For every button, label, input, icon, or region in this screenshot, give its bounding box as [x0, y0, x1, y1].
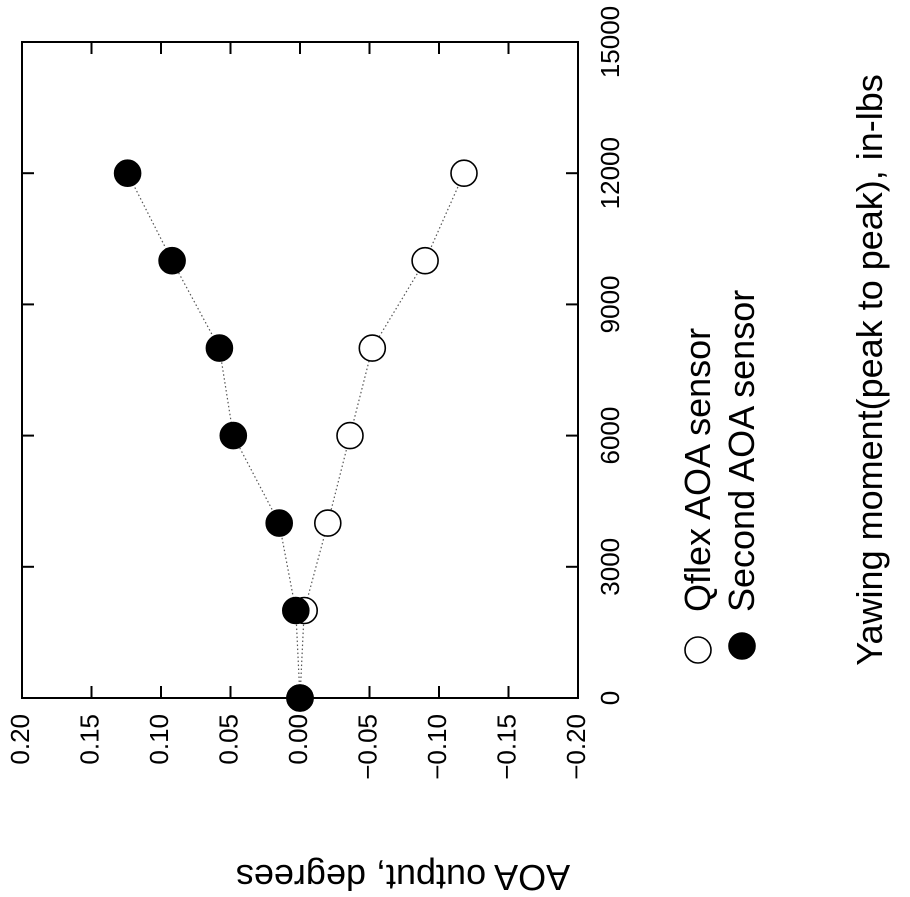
y-tick-label: 0.00 [283, 714, 313, 765]
data-point-second-sensor [158, 246, 186, 275]
data-point-qflex-sensor [336, 421, 364, 450]
y-tick-label: −0.15 [491, 714, 521, 780]
data-point-qflex-sensor [358, 334, 387, 362]
x-axis-title: Yawing moment(peak to peak), in-lbs [849, 74, 890, 666]
data-point-second-sensor [265, 509, 294, 537]
x-tick-label: 6000 [595, 407, 625, 465]
legend-label-qflex: Qflex AOA sensor [677, 328, 718, 612]
x-tick-label: 12000 [595, 137, 625, 209]
y-tick-label: −0.10 [422, 714, 452, 780]
legend: Qflex AOA sensor Second AOA sensor [677, 290, 762, 664]
data-point-second-sensor [286, 684, 314, 712]
x-tick-label: 9000 [595, 275, 625, 333]
x-tick-label: 15000 [595, 6, 625, 78]
series-line-2 [127, 172, 301, 699]
data-point-second-sensor [113, 159, 142, 187]
y-tick-label: −0.20 [561, 714, 591, 780]
data-point-qflex-sensor [313, 509, 342, 537]
series-line-1 [299, 172, 465, 699]
y-axis-title: AOA output, degrees [236, 857, 570, 897]
y-tick-label: 0.15 [74, 714, 104, 765]
y-axis: 0.20 0.15 0.10 0.05 0.00 −0.05 −0.10 −0.15 −0.20 [5, 42, 591, 780]
data-point-second-sensor [281, 596, 310, 625]
y-tick-label: 0.10 [144, 714, 174, 765]
legend-marker-second [728, 632, 756, 660]
x-tick-label: 3000 [595, 538, 625, 596]
data-point-second-sensor [205, 334, 234, 362]
data-point-qflex-sensor [450, 159, 478, 187]
y-tick-label: −0.05 [352, 714, 382, 780]
x-axis: 0 3000 6000 9000 12000 15000 [22, 6, 625, 705]
legend-label-second: Second AOA sensor [721, 290, 762, 612]
series-layer [113, 159, 478, 712]
data-point-second-sensor [219, 421, 248, 450]
legend-marker-qflex [684, 636, 712, 664]
y-tick-label: 0.20 [5, 714, 35, 765]
x-tick-label: 0 [595, 691, 625, 705]
data-point-qflex-sensor [411, 246, 439, 275]
y-tick-label: 0.05 [213, 714, 243, 765]
